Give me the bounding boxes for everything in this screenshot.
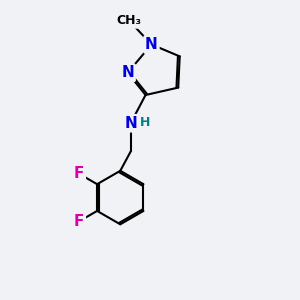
Text: N: N xyxy=(124,116,137,131)
Text: N: N xyxy=(121,65,134,80)
Text: N: N xyxy=(145,37,158,52)
Text: CH₃: CH₃ xyxy=(117,14,142,27)
Text: H: H xyxy=(140,116,150,129)
Text: F: F xyxy=(74,166,84,181)
Text: F: F xyxy=(74,214,84,229)
